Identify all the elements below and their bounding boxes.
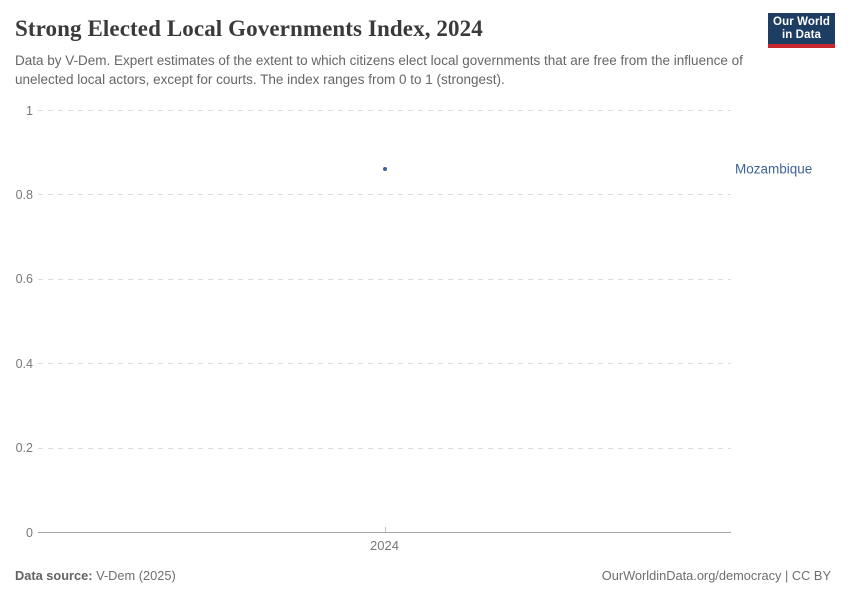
y-tick-label: 0.4: [15, 356, 33, 371]
entity-label-mozambique[interactable]: Mozambique: [735, 161, 813, 177]
x-tick-label: 2024: [370, 538, 399, 553]
owid-logo-line2: in Data: [781, 28, 822, 41]
y-tick-label: 0.6: [15, 272, 33, 287]
owid-logo[interactable]: Our World in Data: [768, 13, 835, 48]
y-tick-label: 1: [26, 103, 33, 118]
y-tick-label: 0.2: [15, 441, 33, 456]
data-source-label: Data source:: [15, 568, 93, 583]
data-source-note: Data source: V-Dem (2025): [15, 568, 176, 583]
chart-footer: Data source: V-Dem (2025) OurWorldinData…: [15, 568, 831, 583]
credit-link[interactable]: OurWorldinData.org/democracy | CC BY: [601, 568, 831, 583]
chart-title: Strong Elected Local Governments Index, …: [15, 16, 483, 41]
x-tick-mark: [384, 527, 386, 532]
y-tick-label: 0.8: [15, 187, 33, 202]
chart-subtitle: Data by V-Dem. Expert estimates of the e…: [15, 53, 743, 87]
y-gridline: [38, 110, 731, 111]
y-gridline: [38, 363, 731, 365]
data-source-value: V-Dem (2025): [92, 568, 176, 583]
y-gridline: [38, 194, 731, 196]
y-tick-label: 0: [26, 525, 33, 540]
y-gridline: [38, 278, 731, 280]
x-axis-line: [38, 532, 731, 533]
data-point-mozambique[interactable]: [382, 167, 387, 172]
y-gridline: [38, 447, 731, 449]
owid-logo-line1: Our World: [773, 15, 830, 28]
